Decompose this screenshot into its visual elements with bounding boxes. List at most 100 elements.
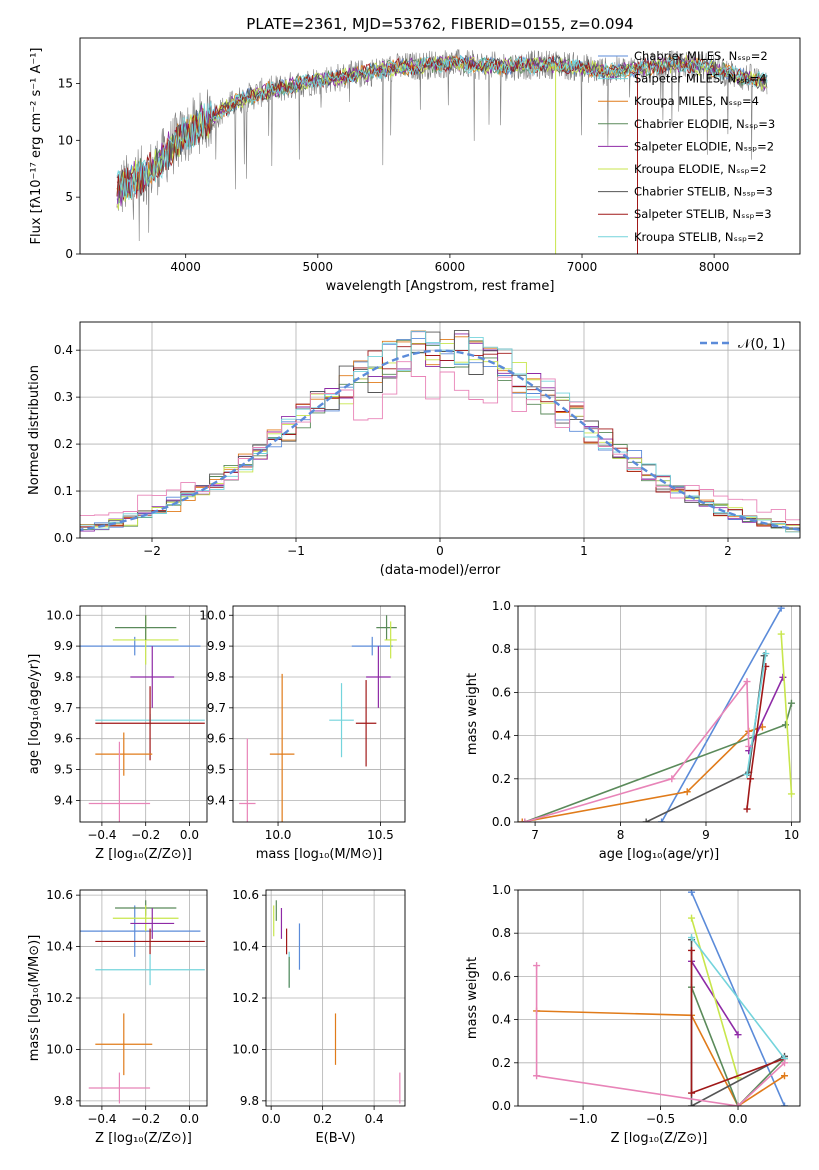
mass-weight-marker — [642, 818, 650, 822]
normal-reference-curve — [80, 349, 800, 532]
panel-massweight-vs-age: 7 8 9 10 0.0 0.2 0.4 0.6 0.8 1.0 age [log₁₀(age/yr… — [465, 599, 801, 862]
tick-label-y: 9.8 — [54, 670, 73, 684]
legend-label: 𝒩(0, 1) — [738, 337, 785, 352]
mass-weight-marker — [688, 914, 696, 922]
mass-weight-marker — [779, 673, 787, 681]
tick-label-x: 10 — [784, 828, 799, 842]
mass-weight-marker — [688, 946, 696, 954]
tick-label-y: 10.2 — [46, 991, 73, 1005]
panel-age-vs-mass: 10.0 10.5 9.4 9.5 9.6 9.7 9.8 9.9 10.0 mass [log₁… — [199, 605, 406, 862]
spectrum-model-line — [116, 55, 768, 200]
tick-label-x: −0.4 — [87, 1112, 116, 1126]
tick-label-y: 10.6 — [232, 888, 259, 902]
tick-label-x: 4000 — [170, 260, 201, 274]
tick-label-x: −0.2 — [131, 828, 160, 842]
tick-label-x: 0.4 — [365, 1112, 384, 1126]
errorbar-point — [384, 621, 397, 659]
tick-label-y: 0.8 — [492, 926, 511, 940]
legend-label: Chabrier MILES, Nₛₛₚ=2 — [634, 49, 768, 63]
tick-label-y: 10.0 — [46, 608, 73, 622]
y-axis-label: Flux [fλ10⁻¹⁷ erg cm⁻² s⁻¹ A⁻¹] — [29, 48, 44, 245]
tick-label-y: 9.5 — [54, 763, 73, 777]
legend-label: Kroupa ELODIE, Nₛₛₚ=2 — [634, 162, 767, 176]
tick-label-y: 0.2 — [54, 437, 73, 451]
mass-weight-marker — [777, 630, 785, 638]
errorbar-point — [130, 908, 175, 939]
tick-label-y: 10.4 — [46, 940, 73, 954]
mass-weight-line — [536, 1010, 785, 1106]
tick-label-y: 15 — [58, 76, 73, 90]
tick-label-x: 0.2 — [313, 1112, 332, 1126]
spectrum-model-line — [116, 53, 768, 210]
plot-area — [116, 49, 768, 254]
axes-frame — [79, 321, 801, 539]
panel-age-vs-z: −0.4 −0.2 0.0 9.4 9.5 9.6 9.7 9.8 9.9 10.0 Z [log₁… — [27, 605, 208, 862]
mass-weight-marker — [743, 805, 751, 813]
errorbar-point — [112, 905, 179, 932]
tick-label-x: −1.0 — [569, 1112, 598, 1126]
mass-weight-marker — [781, 1072, 789, 1080]
tick-label-y: 1.0 — [492, 883, 511, 897]
tick-label-x: 8 — [617, 828, 625, 842]
tick-label-y: 9.4 — [54, 793, 73, 807]
tick-label-x: 0.0 — [180, 1112, 199, 1126]
x-axis-label: Z [log₁₀(Z/Z⊙)] — [611, 1131, 708, 1146]
tick-label-x: 2 — [724, 544, 732, 558]
axes-frame — [265, 889, 406, 1107]
plot-area — [80, 330, 800, 536]
legend-label: Chabrier ELODIE, Nₛₛₚ=3 — [634, 117, 775, 131]
errorbar-point — [88, 1072, 151, 1104]
mass-weight-marker — [688, 934, 696, 942]
axes-frame — [79, 37, 801, 255]
tick-label-x: 0 — [436, 544, 444, 558]
mass-weight-marker — [658, 818, 666, 822]
tick-label-x: 5000 — [303, 260, 334, 274]
mass-weight-marker — [734, 1102, 742, 1106]
tick-label-x: 1 — [580, 544, 588, 558]
tick-label-y: 9.7 — [207, 701, 226, 715]
tick-label-x: 10.5 — [367, 828, 394, 842]
plot-area — [533, 890, 789, 1106]
x-axis-label: mass [log₁₀(M/M⊙)] — [256, 847, 383, 862]
axes-frame — [517, 605, 801, 823]
y-axis-label: Normed distribution — [27, 365, 42, 495]
plot-area — [239, 615, 397, 822]
plot-area — [518, 606, 795, 822]
x-axis-label: wavelength [Angstrom, rest frame] — [326, 279, 555, 294]
legend-label: Chabrier STELIB, Nₛₛₚ=3 — [634, 185, 773, 199]
mass-weight-marker — [688, 890, 696, 896]
tick-label-y: 10.0 — [46, 1042, 73, 1056]
y-axis-label: mass weight — [465, 673, 480, 755]
errorbar-point — [329, 683, 354, 758]
tick-label-y: 10 — [58, 133, 73, 147]
mass-weight-marker — [762, 650, 770, 658]
tick-label-y: 0.6 — [492, 969, 511, 983]
mass-weight-line — [690, 986, 786, 1106]
tick-label-y: 9.9 — [54, 639, 73, 653]
plot-area — [273, 900, 401, 1104]
tick-label-x: 7000 — [567, 260, 598, 274]
tick-label-x: −0.5 — [646, 1112, 675, 1126]
tick-label-y: 10.0 — [232, 1042, 259, 1056]
panel-massweight-vs-z: −1.0 −0.5 0.0 0.0 0.2 0.4 0.6 0.8 1.0 Z [log₁₀(Z/… — [465, 883, 801, 1146]
mass-weight-marker — [781, 1059, 789, 1067]
errorbar-point — [351, 636, 393, 656]
mass-weight-line — [780, 634, 793, 794]
tick-label-y: 0.8 — [492, 642, 511, 656]
legend: Chabrier MILES, Nₛₛₚ=2 Salpeter MILES, Nₛ… — [598, 49, 775, 244]
mass-weight-marker — [518, 818, 526, 822]
axes-frame — [517, 889, 801, 1107]
errorbar-point — [269, 673, 295, 822]
errorbar-point — [376, 615, 397, 640]
errorbar-point — [355, 680, 377, 767]
tick-label-y: 0.3 — [54, 390, 73, 404]
x-axis-label: Z [log₁₀(Z/Z⊙)] — [95, 847, 192, 862]
tick-label-y: 0.2 — [492, 1056, 511, 1070]
mass-weight-line — [690, 917, 739, 1079]
mass-weight-line — [747, 676, 784, 752]
tick-label-y: 10.0 — [199, 608, 226, 622]
mass-weight-marker — [688, 1089, 696, 1097]
tick-label-y: 0 — [65, 247, 73, 261]
legend-label: Salpeter ELODIE, Nₛₛₚ=2 — [634, 139, 774, 153]
mass-weight-line — [535, 965, 786, 1106]
